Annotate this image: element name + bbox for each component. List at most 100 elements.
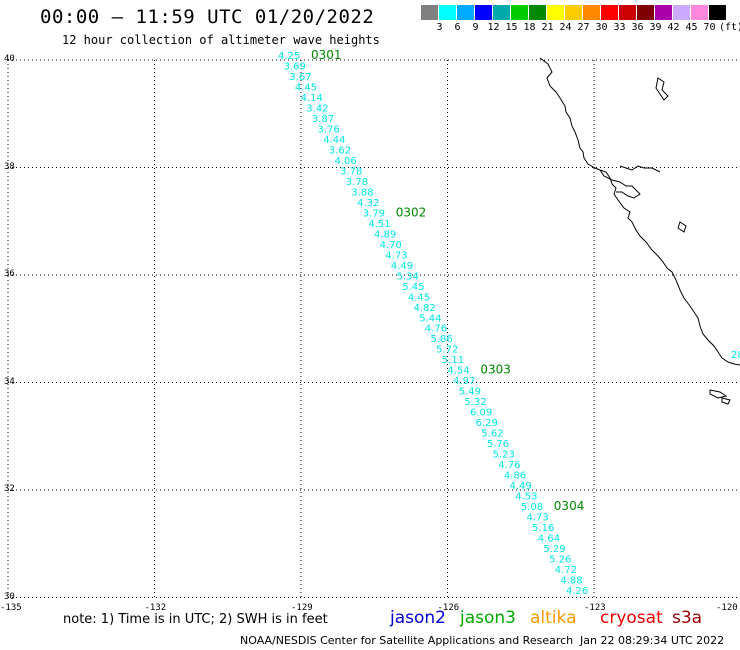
wave-height-value: 4.54 bbox=[447, 366, 469, 377]
wave-height-value: 3.67 bbox=[289, 72, 311, 83]
wave-height-value: 4.72 bbox=[555, 565, 577, 576]
latitude-label: 38 bbox=[4, 161, 15, 172]
wave-height-value: 5.23 bbox=[493, 450, 515, 461]
wave-height-value: 4.86 bbox=[504, 471, 526, 482]
wave-height-value: 4.89 bbox=[374, 229, 396, 240]
time-tag: 0303 bbox=[480, 363, 511, 377]
legend-swatch bbox=[691, 5, 708, 20]
wave-height-value: 5.11 bbox=[442, 355, 464, 366]
time-tag: 0302 bbox=[396, 205, 427, 219]
wave-height-value: 4.76 bbox=[425, 324, 447, 335]
wave-height-value: 4.70 bbox=[380, 240, 402, 251]
page-title: 00:00 – 11:59 UTC 01/20/2022 bbox=[40, 6, 375, 28]
longitude-label: -132 bbox=[144, 603, 167, 613]
legend-label: 21 bbox=[541, 22, 554, 33]
satellite-label-s3a: s3a bbox=[672, 608, 703, 628]
wave-height-value: 3.79 bbox=[363, 208, 385, 219]
wave-height-value: 5.29 bbox=[543, 544, 565, 555]
wave-height-value: 4.14 bbox=[301, 93, 323, 104]
wave-height-value: 5.72 bbox=[436, 345, 458, 356]
lake-tahoe-path bbox=[655, 77, 669, 101]
coastline-path bbox=[539, 57, 740, 366]
legend-swatch bbox=[637, 5, 654, 20]
satellite-label-jason2: jason2 bbox=[390, 608, 446, 628]
longitude-label: -135 bbox=[0, 603, 22, 613]
wave-height-value: 4.49 bbox=[510, 481, 532, 492]
wave-height-value: 4.73 bbox=[385, 250, 407, 261]
lake-path bbox=[677, 221, 687, 233]
legend-label: 42 bbox=[667, 22, 680, 33]
wave-height-value: 4.49 bbox=[391, 261, 413, 272]
wave-height-value: 4.45 bbox=[408, 292, 430, 303]
wave-height-value: 4.06 bbox=[335, 156, 357, 167]
island-path bbox=[709, 389, 728, 399]
wave-height-value: 3.88 bbox=[351, 187, 373, 198]
legend-label: 39 bbox=[649, 22, 662, 33]
legend-swatch bbox=[475, 5, 492, 20]
legend-swatch bbox=[457, 5, 474, 20]
wave-height-value: 4.82 bbox=[414, 303, 436, 314]
footer-credit: NOAA/NESDIS Center for Satellite Applica… bbox=[240, 634, 574, 647]
bay-path bbox=[599, 169, 641, 199]
wave-height-value: 4.97 bbox=[453, 376, 475, 387]
latitude-label: 30 bbox=[4, 591, 15, 602]
wave-height-value: 5.34 bbox=[397, 271, 419, 282]
wave-height-value: 6.29 bbox=[476, 418, 498, 429]
island-path bbox=[721, 397, 731, 405]
wave-height-value: 5.62 bbox=[481, 429, 503, 440]
legend-label: 45 bbox=[685, 22, 698, 33]
legend-label: 24 bbox=[559, 22, 572, 33]
latitude-label: 36 bbox=[4, 269, 15, 279]
wave-height-value: 6.09 bbox=[470, 408, 492, 419]
longitude-label: -120 bbox=[716, 603, 738, 613]
footer-timestamp: Jan 22 08:29:34 UTC 2022 bbox=[580, 634, 725, 647]
longitude-label: -123 bbox=[584, 603, 606, 613]
wave-height-value: 3.78 bbox=[340, 166, 362, 177]
legend-swatch bbox=[619, 5, 636, 20]
wave-height-value: 5.16 bbox=[532, 523, 554, 534]
longitude-label: -126 bbox=[437, 603, 460, 613]
legend-label: 12 bbox=[487, 22, 500, 33]
legend-unit: (ft) bbox=[719, 22, 740, 33]
wave-height-value: 4.73 bbox=[527, 513, 549, 524]
wave-height-value: 5.49 bbox=[459, 387, 481, 398]
legend-label: 33 bbox=[613, 22, 626, 33]
altimeter-track: 4.253.693.674.454.143.423.873.764.443.62… bbox=[278, 48, 740, 597]
wave-height-value: 4.25 bbox=[278, 51, 300, 62]
legend-label: 70 bbox=[703, 22, 716, 33]
wave-height-value: 3.87 bbox=[312, 114, 334, 125]
river-path bbox=[619, 165, 661, 173]
legend-swatch bbox=[673, 5, 690, 20]
legend-label: 36 bbox=[631, 22, 644, 33]
wave-height-value: 3.62 bbox=[329, 145, 351, 156]
wave-height-value: 5.26 bbox=[549, 555, 571, 566]
wave-height-value: 4.32 bbox=[357, 198, 379, 209]
legend-label: 15 bbox=[505, 22, 518, 33]
wave-height-value: 4.53 bbox=[515, 492, 537, 503]
legend-swatch bbox=[493, 5, 510, 20]
wave-height-value: 4.44 bbox=[323, 135, 345, 146]
wave-height-value: 4.45 bbox=[295, 83, 317, 94]
legend-label: 6 bbox=[454, 22, 461, 33]
latitude-label: 34 bbox=[4, 376, 15, 387]
wave-height-value: 4.88 bbox=[560, 576, 582, 587]
legend-label: 9 bbox=[472, 22, 479, 33]
wave-height-value: 5.76 bbox=[487, 439, 509, 450]
wave-height-value: 3.69 bbox=[284, 62, 306, 73]
wave-height-value: 4.64 bbox=[538, 534, 560, 545]
wave-height-value: 5.08 bbox=[521, 502, 543, 513]
legend-label: 27 bbox=[577, 22, 590, 33]
legend-label: 30 bbox=[595, 22, 608, 33]
legend-label: 18 bbox=[523, 22, 536, 33]
wave-height-value: 3.78 bbox=[346, 177, 368, 188]
legend-swatch bbox=[421, 5, 438, 20]
longitude-label: -129 bbox=[291, 603, 313, 613]
legend-swatch bbox=[547, 5, 564, 20]
legend-swatch bbox=[511, 5, 528, 20]
time-tag: 0304 bbox=[554, 499, 585, 513]
wave-height-value: 5.32 bbox=[464, 397, 486, 408]
note-text: note: 1) Time is in UTC; 2) SWH is in fe… bbox=[63, 612, 328, 627]
satellite-label-cryosat: cryosat bbox=[600, 608, 663, 628]
